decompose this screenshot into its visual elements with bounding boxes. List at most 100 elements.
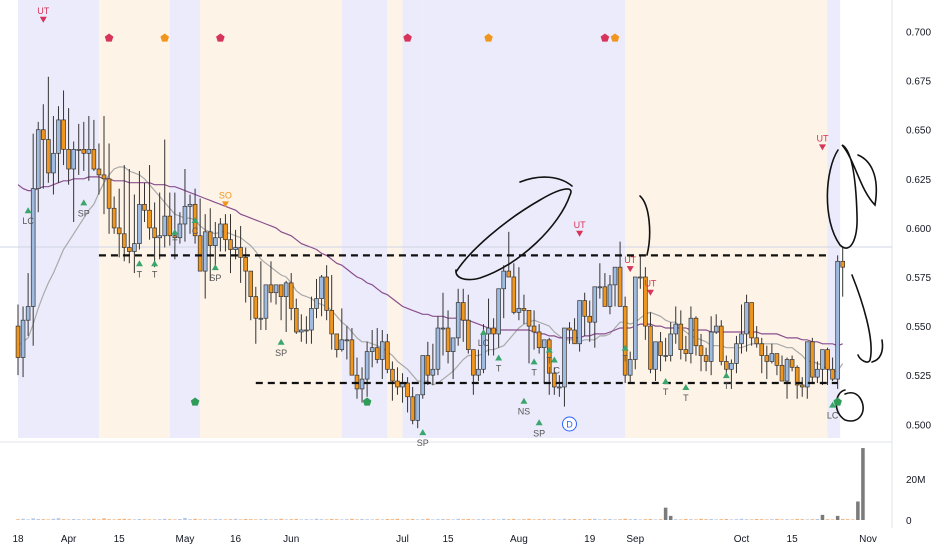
signal-ut: UT <box>816 133 829 151</box>
session-band <box>402 0 423 438</box>
volume-bar <box>810 519 815 520</box>
signal-sp: SP <box>209 264 221 283</box>
candle-body <box>466 319 471 350</box>
candle <box>395 367 400 395</box>
volume-bar <box>754 518 759 520</box>
time-tick-label: 15 <box>442 534 454 545</box>
candle <box>663 337 668 362</box>
candle <box>435 316 441 376</box>
down-triangle-icon <box>39 16 47 23</box>
long-moving-average-line <box>17 176 843 347</box>
volume-bar <box>279 518 283 520</box>
candle <box>197 198 203 272</box>
volume-bar <box>562 518 567 520</box>
candle-body <box>653 341 658 370</box>
candle-body <box>506 270 512 278</box>
volume-bar <box>132 519 137 520</box>
price-tick-label: 0.550 <box>906 322 931 333</box>
signal-label: T <box>137 269 143 279</box>
signal-label: T <box>531 367 537 377</box>
candle <box>71 141 76 223</box>
up-triangle-icon <box>722 372 730 379</box>
candle-body <box>253 296 259 319</box>
candle-body <box>476 368 481 376</box>
volume-bar <box>213 518 218 520</box>
volume-bar <box>436 519 440 520</box>
candle-body <box>91 149 97 170</box>
volume-bar <box>486 519 491 520</box>
candle-body <box>541 339 547 349</box>
signal-t: T <box>722 372 730 391</box>
candle-body <box>435 327 441 370</box>
candle <box>202 214 208 299</box>
candle <box>51 115 56 195</box>
volume-bar <box>324 519 329 520</box>
price-tick-label: 0.625 <box>906 175 931 186</box>
candle-body <box>754 337 759 345</box>
time-axis[interactable]: 18 Apr 15 May 16 Jun Jul 15 Aug 19 Sep Oct 15 Nov <box>12 534 876 545</box>
volume-bar <box>420 519 425 520</box>
candle <box>364 341 370 397</box>
candle-body <box>774 353 780 366</box>
volume-bar <box>97 519 101 520</box>
signal-label: SP <box>533 428 545 438</box>
volume-bar <box>805 519 810 520</box>
volume-bar <box>107 519 111 520</box>
volume-bar <box>481 518 486 520</box>
candle-body <box>288 282 294 309</box>
candle-body <box>319 276 324 299</box>
price-axis[interactable]: 0.700 0.675 0.650 0.625 0.600 0.575 0.550 0.525… <box>906 28 931 432</box>
candle-body <box>76 149 81 151</box>
signal-ut: UT <box>644 279 657 296</box>
candle-body <box>106 178 112 209</box>
candle-body <box>794 366 800 386</box>
candle-body <box>157 235 162 239</box>
candle <box>668 322 673 362</box>
candle <box>405 377 410 413</box>
candle-body <box>825 349 830 370</box>
signal-label: T <box>663 387 669 397</box>
candle <box>688 306 694 364</box>
volume-bar <box>142 519 147 520</box>
candle-body <box>617 266 623 307</box>
signal-ut: UT <box>624 255 637 273</box>
candle-body <box>162 215 167 237</box>
candle-body <box>86 149 92 154</box>
candle-body <box>820 349 825 370</box>
candle <box>253 286 259 344</box>
candle <box>759 337 765 374</box>
candle <box>258 261 264 331</box>
candle-body <box>445 327 451 352</box>
candle <box>374 328 380 364</box>
candle <box>471 349 476 395</box>
candle <box>425 341 431 385</box>
volume-bar <box>360 518 364 520</box>
volume-bar <box>137 518 142 520</box>
volume-bar <box>694 519 698 520</box>
candle-body <box>51 152 56 174</box>
volume-bar <box>572 518 577 520</box>
signal-ns: NS <box>518 397 530 417</box>
candle <box>278 284 284 321</box>
volume-bar <box>770 519 774 520</box>
candle <box>142 182 147 223</box>
candle-body <box>395 380 400 388</box>
signal-label: SP <box>417 438 429 448</box>
candle-body <box>258 317 264 320</box>
candle <box>213 222 218 268</box>
candle-body <box>729 363 734 370</box>
signal-label: T <box>152 269 158 279</box>
session-bands <box>0 0 893 528</box>
candle <box>460 288 466 342</box>
signal-label: LC <box>827 411 839 421</box>
candle-body <box>759 343 765 356</box>
volume-bar <box>208 519 213 520</box>
candle-body <box>213 237 218 246</box>
candle-body <box>268 284 274 294</box>
candle <box>820 349 825 385</box>
volume-bar <box>658 519 663 520</box>
candle-body <box>329 310 334 335</box>
up-triangle-icon <box>24 207 32 214</box>
signal-t: T <box>662 378 670 397</box>
candle-body <box>587 315 592 323</box>
